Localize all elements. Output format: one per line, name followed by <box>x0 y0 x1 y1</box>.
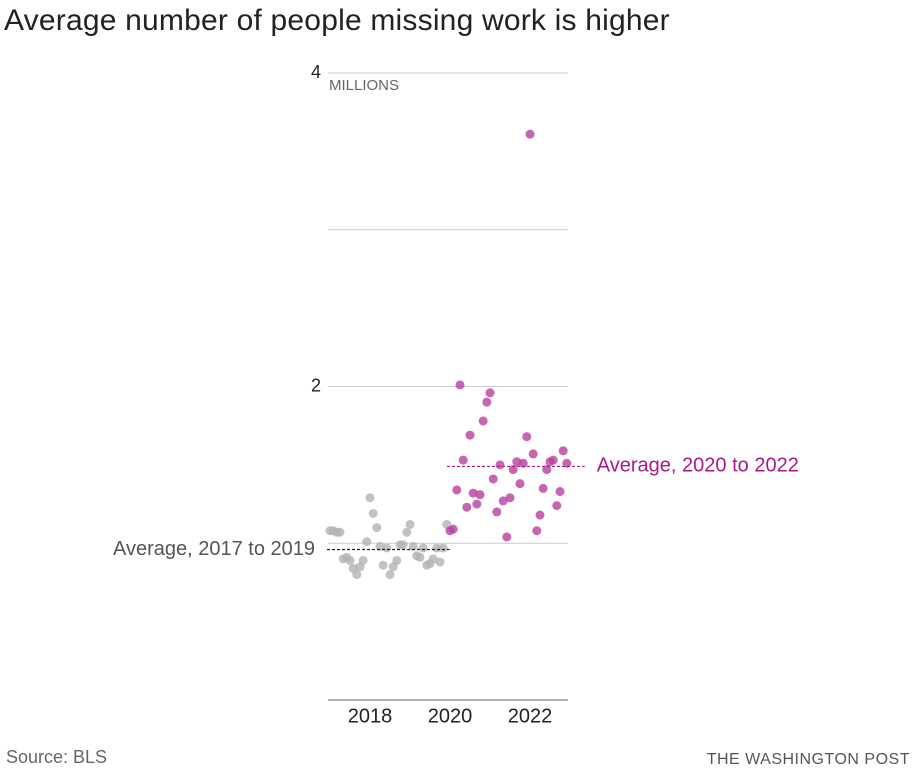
point <box>465 430 475 440</box>
point <box>548 455 558 465</box>
point <box>358 555 368 565</box>
point <box>378 560 388 570</box>
point <box>398 540 408 550</box>
point <box>335 527 345 537</box>
point <box>415 552 425 562</box>
point <box>542 465 552 475</box>
y-tick-label: 2 <box>311 375 321 395</box>
point <box>438 543 448 553</box>
source: Source: BLS <box>6 747 107 767</box>
point <box>562 458 572 468</box>
point <box>532 526 542 536</box>
point <box>528 449 538 459</box>
point <box>515 479 525 489</box>
point <box>452 485 462 495</box>
point <box>418 543 428 553</box>
point <box>392 555 402 565</box>
point <box>362 537 372 547</box>
point <box>552 501 562 511</box>
point <box>475 490 485 500</box>
point <box>555 487 565 497</box>
point <box>455 380 465 390</box>
point <box>538 483 548 493</box>
point <box>495 460 505 470</box>
point <box>498 496 508 506</box>
average-label: Average, 2020 to 2022 <box>597 455 799 477</box>
point <box>558 446 568 456</box>
point <box>518 458 528 468</box>
x-tick-label: 2018 <box>348 705 393 727</box>
point <box>448 524 458 534</box>
point <box>525 129 535 139</box>
point <box>435 557 445 567</box>
point <box>368 508 378 518</box>
point <box>352 570 362 580</box>
point <box>432 543 442 553</box>
point <box>382 543 392 553</box>
credit: THE WASHINGTON POST <box>707 751 910 768</box>
y-tick-label: 4 <box>311 62 321 82</box>
point <box>385 570 395 580</box>
point <box>472 499 482 509</box>
point <box>402 527 412 537</box>
point <box>492 507 502 517</box>
point <box>478 416 488 426</box>
point <box>468 488 478 498</box>
average-label: Average, 2017 to 2019 <box>113 538 315 560</box>
point <box>345 555 355 565</box>
point <box>485 388 495 398</box>
point <box>408 541 418 551</box>
point <box>488 474 498 484</box>
x-tick-label: 2020 <box>428 705 473 727</box>
point <box>458 455 468 465</box>
chart-title: Average number of people missing work is… <box>4 4 670 37</box>
point <box>508 465 518 475</box>
point <box>535 510 545 520</box>
point <box>372 523 382 533</box>
point <box>522 432 532 442</box>
point <box>505 493 515 503</box>
point <box>405 519 415 529</box>
point <box>365 493 375 503</box>
unit-label: MILLIONS <box>329 77 399 94</box>
point <box>462 502 472 512</box>
point <box>502 532 512 542</box>
x-tick-label: 2022 <box>508 705 553 727</box>
point <box>482 397 492 407</box>
point <box>428 554 438 564</box>
point <box>375 541 385 551</box>
